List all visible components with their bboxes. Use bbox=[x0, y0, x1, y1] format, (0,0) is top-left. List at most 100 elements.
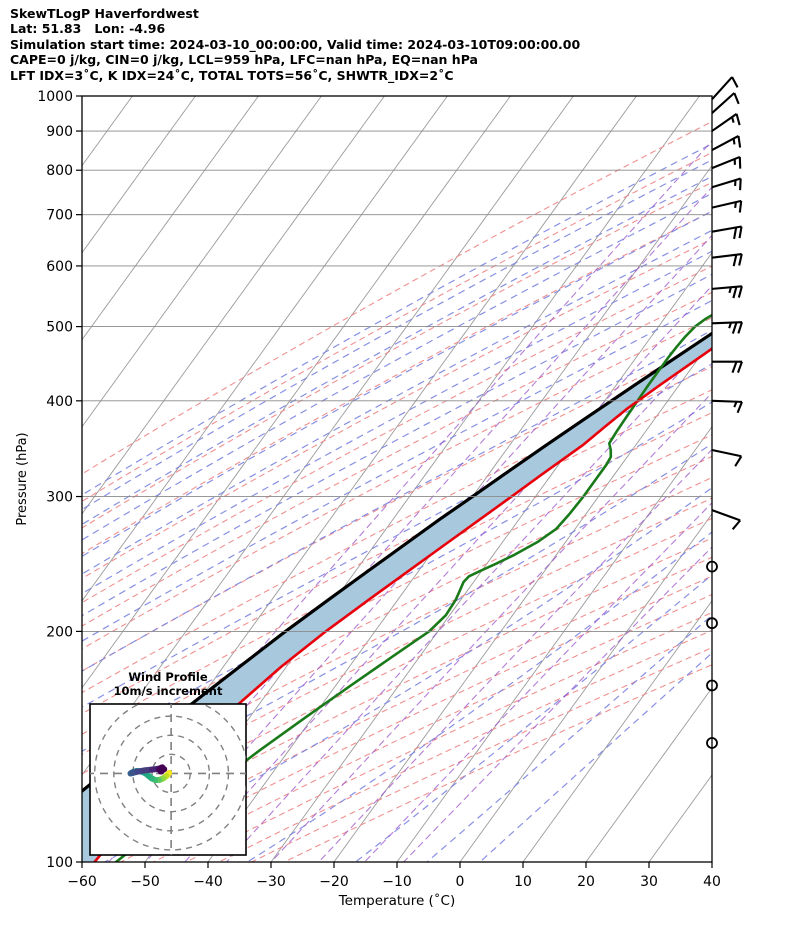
mixing-ratio-line bbox=[108, 186, 712, 862]
mixing-ratio-line bbox=[82, 140, 712, 854]
barb-shaft bbox=[711, 112, 738, 132]
moist-adiabat bbox=[82, 159, 712, 511]
pressure-tick-label: 600 bbox=[46, 259, 73, 275]
barb-full bbox=[736, 401, 743, 414]
wind-barb bbox=[711, 155, 742, 170]
pressure-tick-label: 300 bbox=[46, 490, 73, 506]
sounding-traces bbox=[82, 313, 712, 862]
dry-adiabat bbox=[82, 537, 712, 849]
wind-barb bbox=[711, 399, 743, 414]
isotherm bbox=[82, 96, 385, 515]
mixing-ratio-line bbox=[184, 284, 712, 862]
yaxis-label: Pressure (hPa) bbox=[15, 432, 30, 525]
dry-adiabat bbox=[82, 291, 712, 627]
background-gridlines bbox=[82, 96, 794, 862]
wind-barb bbox=[711, 449, 743, 467]
dry-adiabat bbox=[82, 120, 712, 475]
isotherm bbox=[82, 96, 448, 602]
pressure-tick-label: 500 bbox=[46, 320, 73, 336]
mixing-ratio-line bbox=[364, 502, 712, 862]
isotherm bbox=[459, 513, 712, 862]
header-cape: CAPE=0 j/kg, CIN=0 j/kg, LCL=959 hPa, LF… bbox=[10, 52, 478, 68]
isotherm bbox=[270, 251, 712, 862]
barb-half bbox=[733, 401, 738, 408]
isotherm bbox=[82, 96, 133, 167]
barb-full bbox=[731, 519, 741, 531]
dry-adiabat bbox=[82, 181, 712, 529]
barb-half bbox=[732, 138, 736, 145]
pressure-tick-label: 200 bbox=[46, 624, 73, 640]
temperature-tick-label: −60 bbox=[67, 874, 97, 890]
dry-adiabat bbox=[82, 476, 712, 794]
temperature-tick-label: 30 bbox=[640, 874, 658, 890]
barb-full bbox=[737, 135, 742, 148]
dry-adiabat bbox=[82, 497, 712, 813]
barb-half bbox=[728, 286, 732, 294]
barb-half bbox=[731, 116, 735, 123]
barb-full bbox=[738, 253, 743, 266]
calm-wind-circle bbox=[706, 737, 718, 749]
barb-full bbox=[731, 361, 738, 373]
barb-shaft bbox=[711, 135, 739, 151]
moist-adiabat bbox=[82, 273, 712, 617]
dry-adiabat bbox=[82, 317, 712, 650]
dry-adiabat bbox=[82, 151, 712, 503]
moist-adiabat bbox=[82, 299, 712, 642]
dry-adiabat bbox=[82, 365, 712, 694]
pressure-tick-label: 100 bbox=[46, 855, 73, 871]
trace-temperature bbox=[93, 347, 712, 862]
barb-shaft bbox=[711, 253, 742, 259]
moist-adiabat bbox=[246, 531, 712, 862]
mixing-ratio-line bbox=[145, 234, 712, 862]
temperature-tick-label: −30 bbox=[256, 874, 286, 890]
wind-barb bbox=[711, 135, 742, 151]
temperature-tick-label: −40 bbox=[193, 874, 223, 890]
wind-barb bbox=[712, 360, 743, 373]
barb-full bbox=[735, 113, 741, 126]
pressure-tick-label: 1000 bbox=[37, 89, 73, 105]
calm-wind-circle bbox=[706, 617, 718, 630]
barb-full bbox=[738, 200, 743, 213]
isotherm bbox=[775, 96, 794, 862]
barb-full bbox=[731, 76, 739, 88]
xaxis-label: Temperature (˚C) bbox=[338, 892, 456, 909]
barb-full bbox=[732, 286, 738, 299]
calm-wind-circle bbox=[706, 560, 718, 573]
barb-full bbox=[733, 92, 740, 105]
barb-full bbox=[738, 226, 743, 239]
wind-barb bbox=[711, 76, 739, 101]
pressure-tick-label: 900 bbox=[46, 124, 73, 140]
wind-profile-title-2: 10m/s increment bbox=[114, 684, 223, 698]
figure-header: SkewTLogP Haverfordwest Lat: 51.83 Lon: … bbox=[10, 6, 770, 83]
barb-shaft bbox=[711, 199, 742, 209]
wind-barb bbox=[711, 509, 741, 531]
trace-parcel-path bbox=[82, 331, 712, 794]
pressure-tick-label: 800 bbox=[46, 163, 73, 179]
barb-shaft bbox=[711, 177, 741, 189]
trace-dewpoint bbox=[114, 313, 712, 862]
barb-full bbox=[731, 322, 738, 334]
isotherm bbox=[333, 338, 712, 862]
header-indices: LFT IDX=3˚C, K IDX=24˚C, TOTAL TOTS=56˚C… bbox=[10, 67, 454, 83]
moist-adiabat bbox=[82, 192, 712, 541]
moist-adiabat bbox=[82, 443, 712, 807]
wind-barb bbox=[711, 92, 740, 114]
wind-barb bbox=[706, 737, 718, 749]
dry-adiabat bbox=[82, 210, 712, 555]
pressure-tick-label: 400 bbox=[46, 394, 73, 410]
temperature-tick-label: −20 bbox=[319, 874, 349, 890]
moist-adiabat bbox=[82, 363, 712, 708]
dry-adiabat bbox=[82, 517, 712, 831]
pressure-tick-label: 700 bbox=[46, 208, 73, 224]
barb-full bbox=[737, 361, 743, 373]
isotherm bbox=[82, 96, 511, 689]
header-times: Simulation start time: 2024-03-10_00:00:… bbox=[10, 36, 581, 52]
hodograph-inner bbox=[90, 704, 246, 855]
barb-shaft bbox=[711, 76, 733, 101]
barb-half bbox=[728, 322, 732, 329]
temperature-tick-label: 20 bbox=[577, 874, 595, 890]
wind-barb bbox=[711, 253, 743, 267]
